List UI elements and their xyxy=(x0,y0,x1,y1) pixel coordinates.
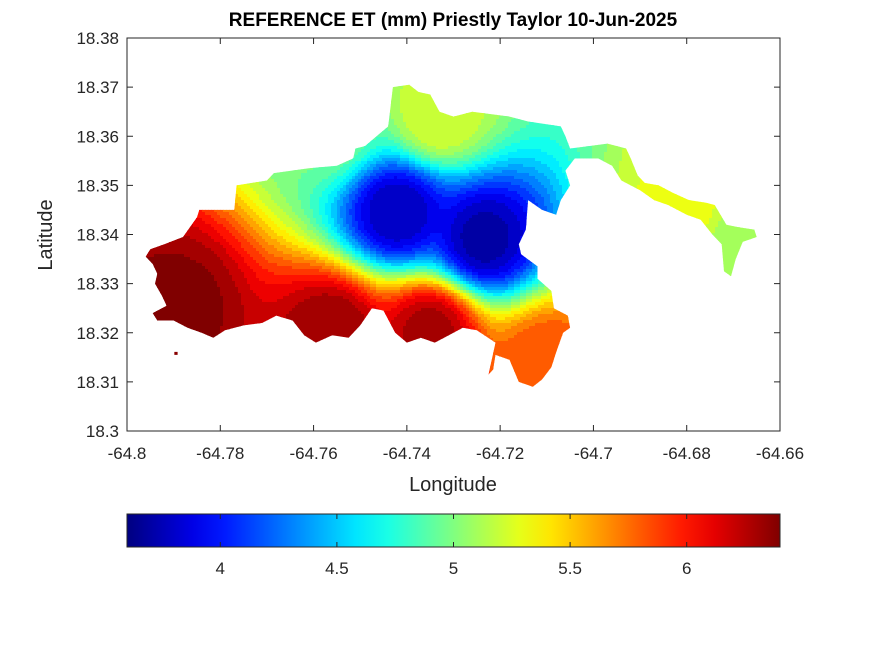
field-cell xyxy=(400,95,404,99)
field-cell xyxy=(421,98,425,102)
field-cell xyxy=(424,104,428,108)
field-cell xyxy=(400,98,404,102)
field-cell xyxy=(430,98,434,102)
field-cell xyxy=(400,89,404,93)
field-cell xyxy=(415,101,419,105)
field-cell xyxy=(394,89,398,93)
field-cell xyxy=(400,92,404,96)
field-cell xyxy=(406,104,410,108)
field-cell xyxy=(391,98,395,102)
field-cell xyxy=(403,95,407,99)
field-cell xyxy=(394,95,398,99)
field-cell xyxy=(412,98,416,102)
field-cell xyxy=(391,89,395,93)
field-cell xyxy=(397,92,401,96)
field-cell xyxy=(418,95,422,99)
field-cell xyxy=(412,95,416,99)
field-cell xyxy=(403,86,407,90)
field-cell xyxy=(406,95,410,99)
field-cell xyxy=(409,95,413,99)
field-cell xyxy=(409,89,413,93)
field-cell xyxy=(403,92,407,96)
field-cell xyxy=(415,98,419,102)
field-cell xyxy=(406,98,410,102)
field-cell xyxy=(415,95,419,99)
field-cell xyxy=(424,101,428,105)
field-cell xyxy=(421,101,425,105)
field-cell xyxy=(409,92,413,96)
field-cell xyxy=(403,98,407,102)
field-cell xyxy=(406,86,410,90)
field-cell xyxy=(400,86,404,90)
field-cell xyxy=(424,98,428,102)
field-cell xyxy=(415,104,419,108)
field-cell xyxy=(394,98,398,102)
field-cell xyxy=(391,95,395,99)
field-cell xyxy=(409,101,413,105)
field-cell xyxy=(403,101,407,105)
field-cell xyxy=(394,92,398,96)
field-cell xyxy=(391,104,395,108)
field-cell xyxy=(418,92,422,96)
field-cell xyxy=(421,92,425,96)
field-cell xyxy=(397,98,401,102)
field-cell xyxy=(412,89,416,93)
field-cell xyxy=(424,92,428,96)
field-cell xyxy=(409,86,413,90)
field-cell xyxy=(427,101,431,105)
field-cell xyxy=(427,95,431,99)
field-cell xyxy=(409,98,413,102)
field-cell xyxy=(412,101,416,105)
field-cell xyxy=(403,104,407,108)
field-cell xyxy=(409,104,413,108)
field-cell xyxy=(421,95,425,99)
field-cell xyxy=(397,95,401,99)
field-cell xyxy=(391,101,395,105)
field-cell xyxy=(397,89,401,93)
field-cell xyxy=(421,104,425,108)
field-cell xyxy=(415,89,419,93)
field-cell xyxy=(391,92,395,96)
field-cell xyxy=(412,92,416,96)
field-cell xyxy=(412,104,416,108)
field-cell xyxy=(427,98,431,102)
field-cell xyxy=(397,101,401,105)
field-cell xyxy=(433,104,437,108)
field-cell xyxy=(394,86,398,90)
field-cell xyxy=(415,92,419,96)
field-cell xyxy=(418,101,422,105)
field-cell xyxy=(418,98,422,102)
field-cell xyxy=(400,101,404,105)
field-cell xyxy=(430,104,434,108)
field-cell xyxy=(406,101,410,105)
field-cell xyxy=(406,84,410,87)
field-cell xyxy=(403,84,407,87)
field-cell xyxy=(424,95,428,99)
field-cell xyxy=(397,104,401,108)
field-cell xyxy=(394,104,398,108)
field-cell xyxy=(406,89,410,93)
field-cell xyxy=(400,104,404,108)
field-cell xyxy=(406,92,410,96)
field-cell xyxy=(397,86,401,90)
field-cell xyxy=(430,101,434,105)
field-cell xyxy=(394,101,398,105)
field-cell xyxy=(418,104,422,108)
field-cell xyxy=(403,89,407,93)
field-cell xyxy=(427,104,431,108)
